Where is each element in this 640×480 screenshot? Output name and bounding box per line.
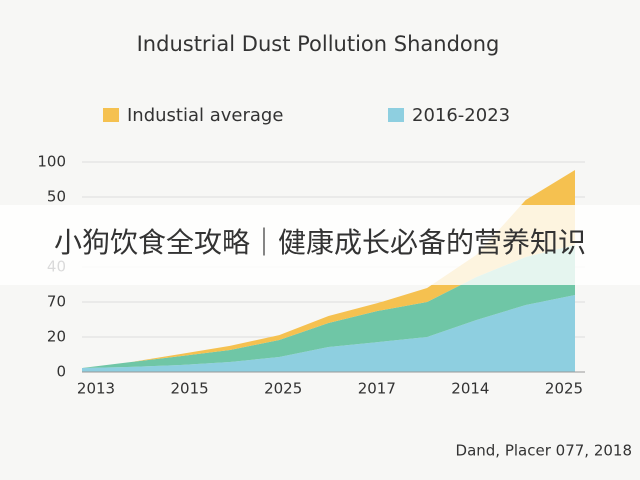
x-tick-label: 2025: [545, 380, 583, 398]
legend-swatch: [388, 108, 404, 122]
banner-text: 小狗饮食全攻略｜健康成长必备的营养知识: [54, 226, 586, 259]
chart-title: Industrial Dust Pollution Shandong: [137, 32, 500, 56]
legend-label: 2016-2023: [412, 105, 510, 126]
y-tick-label: 0: [56, 363, 66, 381]
x-tick-label: 2015: [171, 380, 209, 398]
legend-swatch: [103, 108, 119, 122]
x-tick-label: 2013: [77, 380, 115, 398]
legend-label: Industial average: [127, 105, 283, 126]
x-tick-label: 2025: [264, 380, 302, 398]
area: [82, 295, 575, 372]
y-tick-label: 50: [47, 188, 66, 206]
x-tick-label: 2017: [358, 380, 396, 398]
y-tick-label: 70: [47, 293, 66, 311]
y-tick-label: 20: [47, 328, 66, 346]
x-tick-label: 2014: [451, 380, 489, 398]
source-note: Dand, Placer 077, 2018: [456, 442, 632, 460]
y-tick-label: 100: [37, 153, 66, 171]
banner-background: [0, 205, 640, 285]
